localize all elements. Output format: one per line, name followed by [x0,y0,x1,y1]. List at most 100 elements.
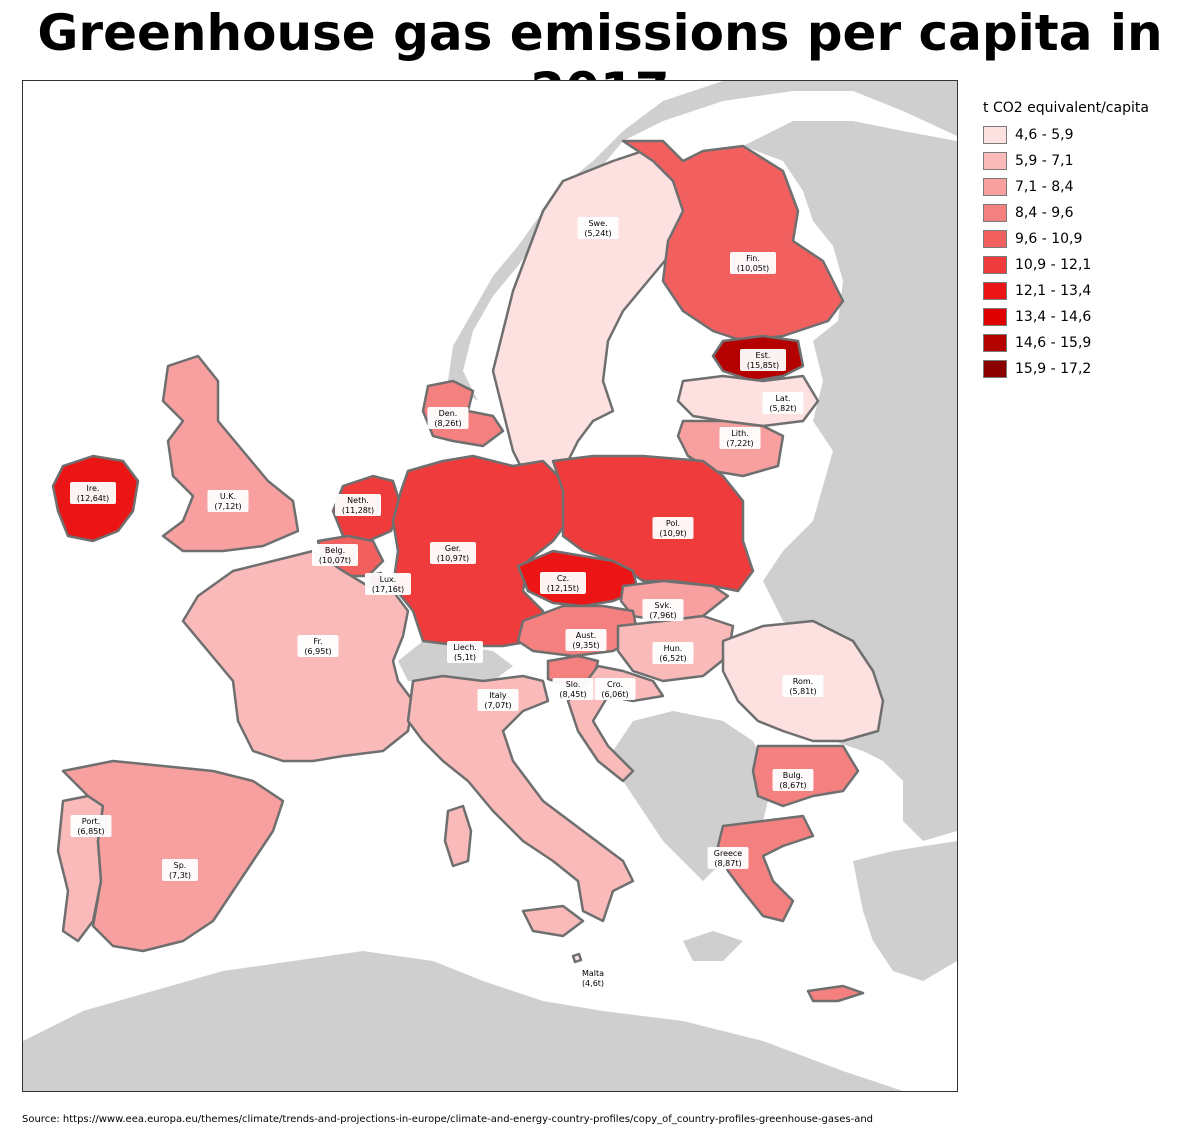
legend-label: 15,9 - 17,2 [1015,361,1092,377]
country-value: (7,12t) [214,502,241,511]
legend-swatch [983,204,1007,222]
label-background [782,675,824,697]
country-name: Svk. [655,601,672,610]
country-malta[interactable] [571,952,583,964]
country-value: (8,45t) [559,690,586,699]
legend-item: 13,4 - 14,6 [983,304,1193,330]
non-eu-land [23,81,957,1091]
country-label-italy: Italy(7,07t) [477,689,519,711]
country-name: Den. [439,409,458,418]
country-crete[interactable] [806,984,865,1003]
country-name: Slo. [566,680,581,689]
country-value: (6,85t) [77,827,104,836]
country-spain[interactable] [61,759,285,953]
country-finland[interactable] [621,139,845,343]
country-germany[interactable] [391,454,570,648]
country-value: (6,95t) [304,647,331,656]
country-sardinia[interactable] [443,804,473,868]
country-label-fr: Fr.(6,95t) [297,635,339,657]
legend-label: 10,9 - 12,1 [1015,257,1092,273]
europe-map: Swe.(5,24t)Fin.(10,05t)Est.(15,85t)Lat.(… [23,81,957,1091]
country-label-fin: Fin.(10,05t) [730,252,776,274]
legend-label: 13,4 - 14,6 [1015,309,1092,325]
country-value: (5,82t) [769,404,796,413]
legend-item: 4,6 - 5,9 [983,122,1193,148]
legend-swatch [983,256,1007,274]
country-label-cz: Cz.(12,15t) [540,572,586,594]
country-value: (17,16t) [372,585,404,594]
label-background [730,252,776,274]
legend: t CO2 equivalent/capita 4,6 - 5,9 5,9 - 7… [983,100,1193,382]
iceland-land [683,931,743,961]
legend-item: 5,9 - 7,1 [983,148,1193,174]
legend-items: 4,6 - 5,9 5,9 - 7,1 7,1 - 8,4 8,4 - 9,6 9,6 … [983,122,1193,382]
russia-north-land [743,121,957,701]
label-background [365,573,411,595]
country-name: Neth. [347,496,369,505]
label-background [642,599,684,621]
country-value: (10,9t) [659,529,686,538]
label-background [162,859,198,881]
country-name: Est. [756,351,771,360]
label-background [565,629,607,651]
country-name: Bulg. [783,771,803,780]
country-value: (8,67t) [779,781,806,790]
country-name: Italy [489,691,507,700]
legend-item: 9,6 - 10,9 [983,226,1193,252]
country-labels: Swe.(5,24t)Fin.(10,05t)Est.(15,85t)Lat.(… [70,217,824,989]
label-background [335,494,381,516]
country-sicily[interactable] [521,904,585,938]
country-label-ire: Ire.(12,64t) [70,482,116,504]
country-value: (8,87t) [714,859,741,868]
country-value: (6,06t) [601,690,628,699]
label-background [312,544,358,566]
country-value: (11,28t) [342,506,374,515]
label-background [772,769,814,791]
legend-swatch [983,334,1007,352]
country-name: Port. [82,817,100,826]
country-label-slo: Slo.(8,45t) [552,678,594,700]
country-label-swe: Swe.(5,24t) [577,217,619,239]
country-label-liech: Liech.(5,1t) [447,641,483,663]
country-label-bulg: Bulg.(8,67t) [772,769,814,791]
country-name: Ger. [445,544,461,553]
country-label-hun: Hun.(6,52t) [652,642,694,664]
country-value: (7,07t) [484,701,511,710]
country-name: Ire. [87,484,100,493]
legend-label: 4,6 - 5,9 [1015,127,1074,143]
country-value: (12,64t) [77,494,109,503]
label-background [297,635,339,657]
label-background [207,490,249,512]
legend-label: 7,1 - 8,4 [1015,179,1074,195]
country-value: (10,07t) [319,556,351,565]
country-sweden[interactable] [491,149,685,493]
country-name: Lith. [731,429,748,438]
country-name: Sp. [174,861,187,870]
country-value: (9,35t) [572,641,599,650]
legend-title: t CO2 equivalent/capita [983,100,1149,116]
label-background [652,517,694,539]
country-name: Swe. [588,219,607,228]
country-italy[interactable] [406,674,635,923]
legend-swatch [983,152,1007,170]
legend-swatch [983,360,1007,378]
country-label-rom: Rom.(5,81t) [782,675,824,697]
legend-label: 14,6 - 15,9 [1015,335,1092,351]
label-background [430,542,476,564]
legend-swatch [983,308,1007,326]
country-uk[interactable] [161,354,300,553]
label-background [477,689,519,711]
country-greece[interactable] [716,814,815,923]
country-value: (5,1t) [454,653,476,662]
legend-swatch [983,126,1007,144]
country-value: (5,81t) [789,687,816,696]
label-background [427,407,469,429]
legend-item: 8,4 - 9,6 [983,200,1193,226]
country-label-lux: Lux.(17,16t) [365,573,411,595]
label-background [740,349,786,371]
country-label-aust: Aust.(9,35t) [565,629,607,651]
label-background [762,392,804,414]
country-label-port: Port.(6,85t) [70,815,112,837]
country-name: Pol. [666,519,680,528]
legend-swatch [983,178,1007,196]
